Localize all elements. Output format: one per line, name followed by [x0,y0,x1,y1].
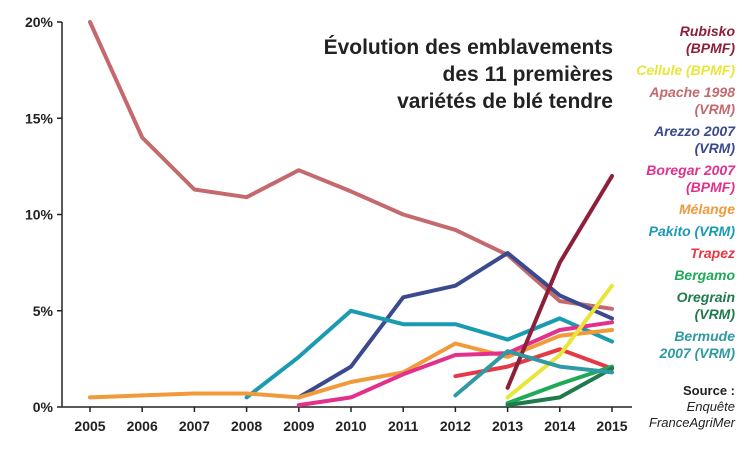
series-line [505,366,614,408]
x-tick-label: 2012 [440,418,471,434]
y-tick-label: 0% [33,399,54,415]
title-line-1: Évolution des emblavements [324,36,613,59]
x-tick-label: 2011 [388,418,419,434]
legend-entry: (VRM) [695,306,736,322]
legend-entry: Cellule (BPMF) [636,62,735,78]
series-lines [88,20,614,408]
source-line-2: Enquête [687,399,735,414]
x-tick-label: 2005 [74,418,105,434]
y-tick-label: 5% [33,303,54,319]
series-line [505,174,614,390]
chart-title: Évolution des emblavements des 11 premiè… [324,36,613,113]
series-line [453,349,614,398]
legend-entry: Bergamo [674,267,735,283]
legend-entry: 2007 (VRM) [659,345,736,361]
legend-entry: Pakito (VRM) [649,223,736,239]
x-tick-label: 2015 [596,418,627,434]
x-tick-label: 2013 [492,418,523,434]
legend-entry: Mélange [679,201,735,217]
y-tick-label: 10% [25,207,54,223]
legend-entry: Oregrain [677,289,735,305]
series-line [505,283,614,400]
source-line-1: Source : [683,383,735,398]
legend-entry: Rubisko [680,23,736,39]
axes [57,21,632,412]
series-line [296,251,614,400]
series-line [88,20,614,311]
y-tick-label: 20% [25,14,54,30]
legend-entry: (VRM) [695,101,736,117]
legend-entry: Boregar 2007 [646,162,736,178]
x-tick-label: 2006 [127,418,158,434]
series-line [244,308,614,400]
y-tick-label: 15% [25,110,54,126]
source-note: Source : Enquête FranceAgriMer [649,383,736,430]
x-tick-label: 2008 [231,418,262,434]
legend-entry: (BPMF) [686,40,735,56]
title-line-3: variétés de blé tendre [397,90,613,113]
x-tick-label: 2009 [283,418,314,434]
title-line-2: des 11 premières [443,63,613,86]
legend-entry: Trapez [690,245,735,261]
source-line-3: FranceAgriMer [649,415,736,430]
legend-entry: Bermude [674,328,735,344]
legend: Rubisko(BPMF)Cellule (BPMF)Apache 1998(V… [636,23,736,361]
x-tick-label: 2014 [544,418,575,434]
legend-entry: (BPMF) [686,179,735,195]
legend-entry: Arezzo 2007 [653,123,736,139]
x-tick-label: 2010 [335,418,366,434]
y-tick-labels: 0% 5% 10% 15% 20% [25,14,54,415]
series-line [296,320,614,408]
x-tick-label: 2007 [179,418,210,434]
legend-entry: (VRM) [695,140,736,156]
x-tick-labels: 2005 2006 2007 2008 2009 2010 2011 2012 2013 2014… [74,418,627,434]
legend-entry: Apache 1998 [648,84,735,100]
